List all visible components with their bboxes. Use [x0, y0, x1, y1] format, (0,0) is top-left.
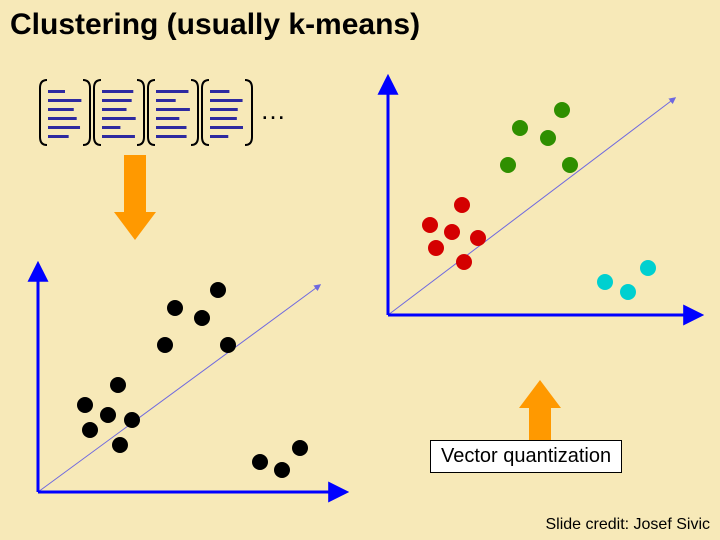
slide: Clustering (usually k-means) … Vector qu…	[0, 0, 720, 540]
ellipsis: …	[260, 95, 286, 126]
slide-credit: Slide credit: Josef Sivic	[545, 516, 710, 534]
vq-label: Vector quantization	[430, 440, 622, 473]
